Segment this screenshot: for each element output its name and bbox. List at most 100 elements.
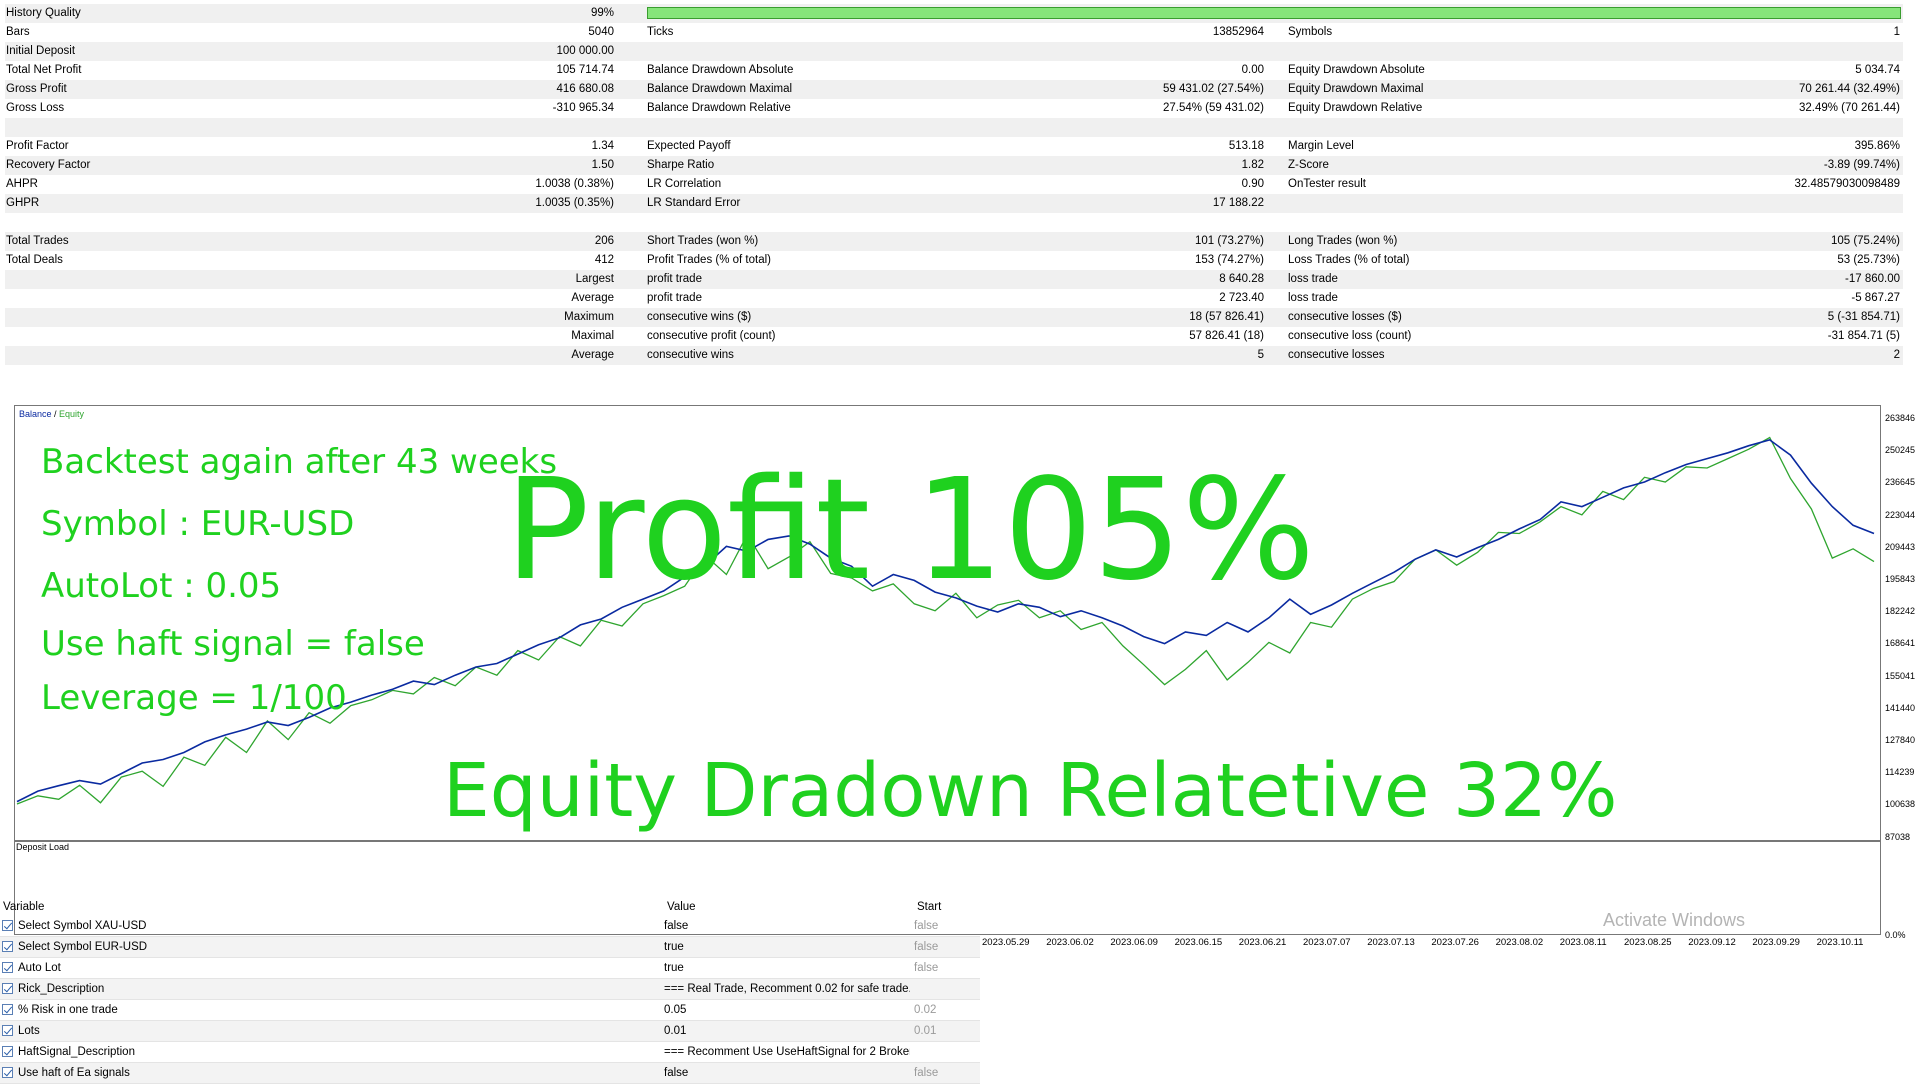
stat-value: Maximum	[564, 311, 614, 323]
input-row[interactable]: Rick_Description === Real Trade, Recommen…	[0, 979, 980, 1000]
checkbox-icon[interactable]	[2, 1004, 13, 1015]
input-value[interactable]: 0.01	[664, 1025, 687, 1037]
stat-value: 32.49% (70 261.44)	[1798, 102, 1900, 114]
stat-value: 5040	[588, 26, 614, 38]
stat-value: 13852964	[1212, 26, 1264, 38]
input-name: Lots	[18, 1025, 40, 1037]
chart-plot	[16, 436, 1875, 805]
header-variable[interactable]: Variable	[3, 901, 45, 913]
checkbox-icon[interactable]	[2, 1067, 13, 1078]
stat-value: 70 261.44 (32.49%)	[1798, 83, 1900, 95]
stats-row: Total Net Profit 105 714.74 Balance Drawdo…	[5, 61, 1903, 80]
input-row[interactable]: Select Symbol XAU-USD false false	[0, 916, 980, 937]
stat-label: loss trade	[1288, 273, 1338, 285]
stat-value: 0.90	[1241, 178, 1264, 190]
stat-value: 395.86%	[1854, 140, 1900, 152]
stats-row: Average consecutive wins 5 consecutive loss…	[5, 346, 1903, 365]
stat-label: GHPR	[6, 197, 40, 209]
header-start[interactable]: Start	[917, 901, 942, 913]
x-tick-label: 2023.06.21	[1238, 937, 1287, 948]
stat-value: 513.18	[1228, 140, 1264, 152]
x-tick-label: 2023.07.07	[1303, 937, 1351, 948]
stat-value: 153 (74.27%)	[1194, 254, 1264, 266]
y-tick-label: 155041	[1885, 670, 1916, 681]
checkbox-icon[interactable]	[2, 1046, 13, 1057]
input-value[interactable]: === Recomment Use UseHaftSignal for 2 Br…	[664, 1046, 910, 1058]
stat-value: 416 680.08	[556, 83, 614, 95]
stat-value: 99%	[590, 7, 614, 19]
input-value[interactable]: true	[664, 941, 684, 953]
stat-label: loss trade	[1288, 292, 1338, 304]
stats-row: Average profit trade 2 723.40 loss trade -5 …	[5, 289, 1903, 308]
y-tick-label: 263846	[1885, 413, 1916, 423]
stat-value: 59 431.02 (27.54%)	[1162, 83, 1264, 95]
stats-row: Largest profit trade 8 640.28 loss trade -17…	[5, 270, 1903, 289]
stat-value: -17 860.00	[1845, 273, 1900, 285]
y-tick-label: 236645	[1885, 477, 1916, 488]
stat-value: -310 965.34	[552, 102, 614, 114]
stat-label: Equity Drawdown Absolute	[1288, 64, 1425, 76]
stat-label: profit trade	[647, 292, 702, 304]
input-start[interactable]: 0.02	[914, 1004, 937, 1016]
stat-label: Equity Drawdown Maximal	[1288, 83, 1424, 95]
input-row[interactable]: % Risk in one trade 0.05 0.02	[0, 1000, 980, 1021]
x-tick-label: 2023.06.15	[1174, 937, 1223, 948]
stat-label: LR Correlation	[647, 178, 722, 190]
stat-value: 5 (-31 854.71)	[1827, 311, 1900, 323]
stat-value: Average	[571, 292, 614, 304]
input-row[interactable]: Auto Lot true false	[0, 958, 980, 979]
x-tick-label: 2023.08.25	[1624, 937, 1672, 948]
input-start[interactable]: false	[914, 1067, 939, 1079]
stats-row: Recovery Factor 1.50 Sharpe Ratio 1.82 Z-Sco…	[5, 156, 1903, 175]
stat-label: Total Net Profit	[6, 64, 82, 76]
stat-label: Sharpe Ratio	[647, 159, 715, 171]
stat-value: 53 (25.73%)	[1837, 254, 1900, 266]
input-name: Auto Lot	[18, 962, 61, 974]
x-tick-label: 2023.09.29	[1752, 937, 1800, 948]
input-value[interactable]: false	[664, 1067, 689, 1079]
header-value[interactable]: Value	[667, 901, 696, 913]
stat-label: Gross Profit	[6, 83, 67, 95]
input-row[interactable]: Lots 0.01 0.01	[0, 1021, 980, 1042]
input-start[interactable]: false	[914, 941, 939, 953]
stats-row: History Quality 99%	[5, 4, 1903, 23]
input-value[interactable]: === Real Trade, Recomment 0.02 for safe …	[664, 983, 910, 995]
stat-label: Profit Factor	[6, 140, 69, 152]
stat-value: 105 714.74	[556, 64, 614, 76]
stat-value: 206	[594, 235, 614, 247]
input-value[interactable]: false	[664, 920, 689, 932]
stat-label: AHPR	[6, 178, 38, 190]
balance-equity-chart: Balance / Equity Backtest again after 43…	[14, 405, 1881, 841]
input-row[interactable]: HaftSignal_Description === Recomment Use …	[0, 1042, 980, 1063]
checkbox-icon[interactable]	[2, 983, 13, 994]
stats-row: Gross Loss -310 965.34 Balance Drawdown Re…	[5, 99, 1903, 118]
input-start[interactable]: false	[914, 962, 939, 974]
stat-label: Expected Payoff	[647, 140, 731, 152]
checkbox-icon[interactable]	[2, 962, 13, 973]
input-row[interactable]: Select Symbol EUR-USD true false	[0, 937, 980, 958]
stat-value: -31 854.71 (5)	[1827, 330, 1900, 342]
equity-line	[16, 436, 1875, 805]
x-tick-label: 2023.06.09	[1110, 937, 1158, 948]
stat-value: 1.50	[591, 159, 614, 171]
overlay-line-5: Leverage = 1/100	[41, 678, 347, 718]
stats-row: Total Trades 206 Short Trades (won %) 101 (…	[5, 232, 1903, 251]
input-value[interactable]: true	[664, 962, 684, 974]
input-name: % Risk in one trade	[18, 1004, 118, 1016]
stats-row: Maximum consecutive wins ($) 18 (57 826.41…	[5, 308, 1903, 327]
stats-row	[5, 118, 1903, 137]
x-tick-label: 2023.10.11	[1816, 937, 1864, 948]
input-start[interactable]: 0.01	[914, 1025, 937, 1037]
stat-label: LR Standard Error	[647, 197, 741, 209]
input-row[interactable]: Use haft of Ea signals false false	[0, 1063, 980, 1084]
input-value[interactable]: 0.05	[664, 1004, 687, 1016]
input-start[interactable]: false	[914, 920, 939, 932]
deposit-load-panel: Deposit Load	[14, 841, 1881, 935]
stat-label: Ticks	[647, 26, 674, 38]
checkbox-icon[interactable]	[2, 920, 13, 931]
x-tick-label: 2023.05.29	[982, 937, 1030, 948]
checkbox-icon[interactable]	[2, 941, 13, 952]
stat-label: Loss Trades (% of total)	[1288, 254, 1410, 266]
stat-value: 32.48579030098489	[1794, 178, 1900, 190]
checkbox-icon[interactable]	[2, 1025, 13, 1036]
